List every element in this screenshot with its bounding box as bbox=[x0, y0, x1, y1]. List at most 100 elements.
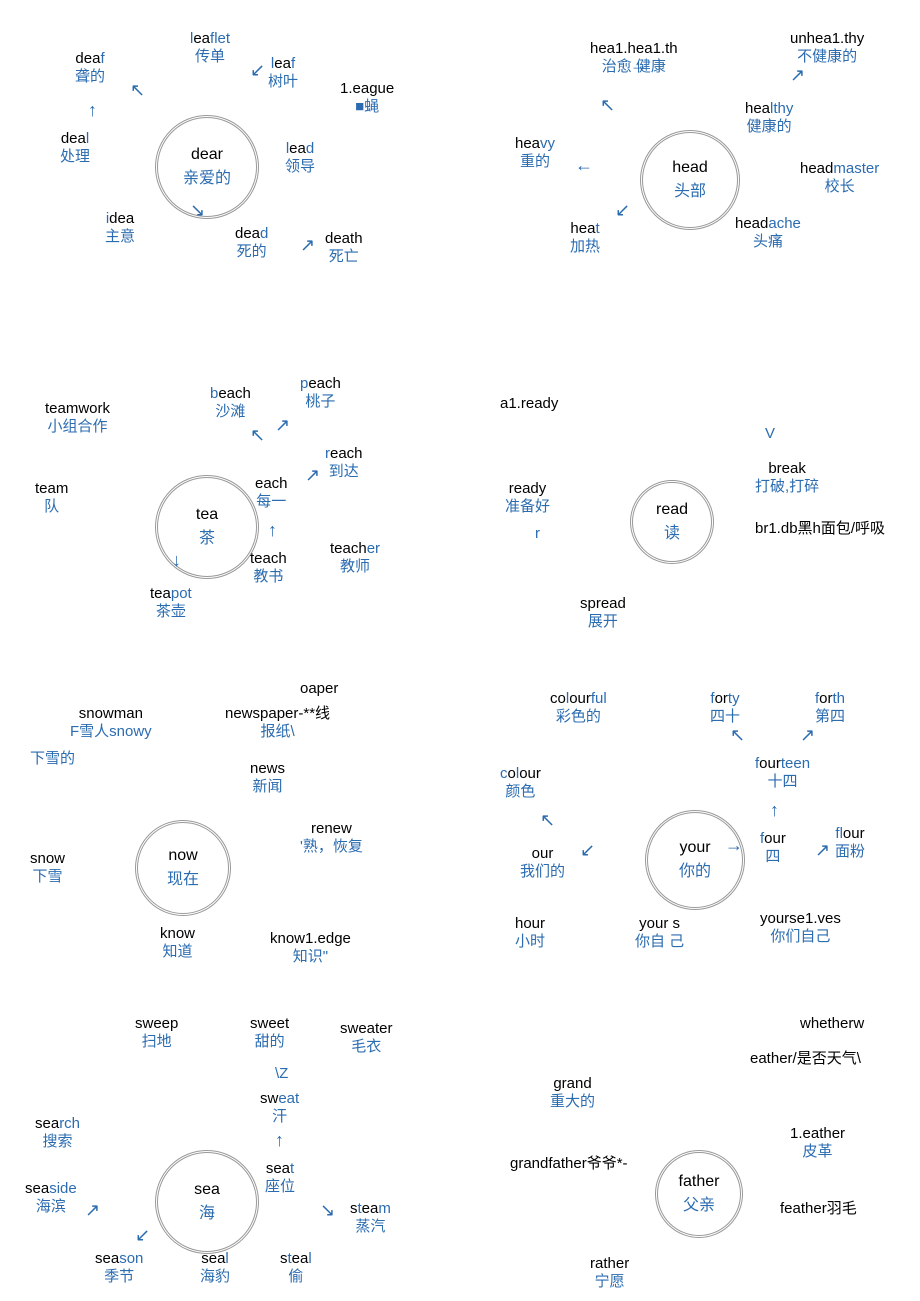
center-en: read bbox=[656, 501, 688, 519]
word-en: reach bbox=[325, 445, 363, 463]
word-zh: 彩色的 bbox=[550, 708, 607, 726]
word-node: spread展开 bbox=[580, 595, 626, 631]
word-en: snowman bbox=[70, 705, 152, 723]
word-node: heavy重的 bbox=[515, 135, 555, 171]
word-node: a1.ready bbox=[500, 395, 558, 413]
word-zh: 搜索 bbox=[35, 1133, 80, 1151]
word-en: 1.eague bbox=[340, 80, 394, 98]
word-zh: 下雪 bbox=[30, 868, 65, 886]
arrow: ↖ bbox=[250, 425, 265, 446]
word-en: news bbox=[250, 760, 285, 778]
word-zh: 海滨 bbox=[25, 1198, 77, 1216]
word-node: teacher教师 bbox=[330, 540, 380, 576]
word-zh: 传单 bbox=[190, 48, 230, 66]
word-node: beach沙滩 bbox=[210, 385, 251, 421]
word-en: snow bbox=[30, 850, 65, 868]
word-en: seat bbox=[265, 1160, 295, 1178]
word-zh: 重大的 bbox=[550, 1093, 595, 1111]
arrow: ↙ bbox=[250, 60, 265, 81]
word-en: hea1.hea1.th bbox=[590, 40, 678, 58]
word-en: season bbox=[95, 1250, 143, 1268]
word-en: death bbox=[325, 230, 363, 248]
center-tea: tea茶 bbox=[155, 475, 259, 579]
word-en: br1.db黑h面包/呼吸 bbox=[755, 520, 885, 538]
word-node: hour小时 bbox=[515, 915, 545, 951]
word-zh: r bbox=[535, 525, 540, 543]
word-en: teacher bbox=[330, 540, 380, 558]
word-node: sweat汗 bbox=[260, 1090, 299, 1126]
arrow: ↗ bbox=[85, 1200, 100, 1221]
arrow: ↑ bbox=[268, 520, 277, 541]
word-node: each每一 bbox=[255, 475, 288, 511]
word-node: V bbox=[765, 425, 775, 443]
word-node: r bbox=[535, 525, 540, 543]
word-node: seal海豹 bbox=[200, 1250, 230, 1286]
word-node: leaf树叶 bbox=[268, 55, 298, 91]
word-en: search bbox=[35, 1115, 80, 1133]
word-node: know知道 bbox=[160, 925, 195, 961]
panel-tea: tea茶 teamwork小组合作 team队 beach沙滩 peach桃子 reach… bbox=[0, 325, 460, 650]
word-node: teamwork小组合作 bbox=[45, 400, 110, 436]
panel-your: your你的colourful彩色的forty四十forth第四fourteen… bbox=[460, 650, 920, 975]
word-zh: 偷 bbox=[280, 1268, 312, 1286]
word-node: news新闻 bbox=[250, 760, 285, 796]
arrow: ← bbox=[575, 155, 593, 176]
word-node: search搜索 bbox=[35, 1115, 80, 1151]
word-en: peach bbox=[300, 375, 341, 393]
word-zh: 汗 bbox=[260, 1108, 299, 1126]
word-node: yourse1.ves你们自己 bbox=[760, 910, 841, 946]
word-node: season季节 bbox=[95, 1250, 143, 1286]
panel-now: now现在snowmanF雪人snowy下雪的oapernewspaper-**… bbox=[0, 650, 460, 975]
word-node: reach到达 bbox=[325, 445, 363, 481]
word-en: team bbox=[35, 480, 68, 498]
word-en: dead bbox=[235, 225, 268, 243]
arrow: ↑ bbox=[770, 800, 779, 821]
arrow: ↖ bbox=[600, 95, 615, 116]
arrow: ↙ bbox=[580, 840, 595, 861]
word-zh: 十四 bbox=[755, 773, 810, 791]
word-zh: '熟，恢复 bbox=[300, 838, 363, 856]
word-node: sweet甜的 bbox=[250, 1015, 289, 1051]
word-zh: 你们自己 bbox=[760, 928, 841, 946]
word-en: our bbox=[520, 845, 565, 863]
word-en: headmaster bbox=[800, 160, 879, 178]
word-node: 1.eague■蝇 bbox=[340, 80, 394, 116]
word-zh: 宁愿 bbox=[590, 1273, 629, 1291]
word-en: newspaper-**线 bbox=[225, 705, 330, 723]
word-zh: 展开 bbox=[580, 613, 626, 631]
word-zh: 海豹 bbox=[200, 1268, 230, 1286]
word-en: a1.ready bbox=[500, 395, 558, 413]
word-zh: 座位 bbox=[265, 1178, 295, 1196]
word-node: lead领导 bbox=[285, 140, 315, 176]
word-zh: 领导 bbox=[285, 158, 315, 176]
word-node: hea1.hea1.th治愈 健康 bbox=[590, 40, 678, 76]
word-en: beach bbox=[210, 385, 251, 403]
word-zh: 颜色 bbox=[500, 783, 541, 801]
word-en: forth bbox=[815, 690, 845, 708]
word-en: eather/是否天气\ bbox=[750, 1050, 861, 1068]
arrow: ↗ bbox=[815, 840, 830, 861]
word-en: four bbox=[760, 830, 786, 848]
word-node: br1.db黑h面包/呼吸 bbox=[755, 520, 885, 538]
word-zh: 小组合作 bbox=[45, 418, 110, 436]
center-zh: 现在 bbox=[167, 865, 199, 889]
word-en: hour bbox=[515, 915, 545, 933]
word-zh: 第四 bbox=[815, 708, 845, 726]
arrow: ↗ bbox=[790, 65, 805, 86]
center-zh: 你的 bbox=[679, 857, 711, 881]
center-sea: sea海 bbox=[155, 1150, 259, 1254]
word-node: team队 bbox=[35, 480, 68, 516]
word-node: headache头痛 bbox=[735, 215, 801, 251]
word-node: grandfather爷爷*- bbox=[510, 1155, 628, 1173]
arrow: ↖ bbox=[540, 810, 555, 831]
word-en: deal bbox=[60, 130, 90, 148]
word-zh: 甜的 bbox=[250, 1033, 289, 1051]
word-node: leaflet传单 bbox=[190, 30, 230, 66]
word-zh: 季节 bbox=[95, 1268, 143, 1286]
word-en: steal bbox=[280, 1250, 312, 1268]
word-zh: 知识" bbox=[270, 948, 351, 966]
arrow: ↙ bbox=[615, 200, 630, 221]
word-node: peach桃子 bbox=[300, 375, 341, 411]
center-read: read读 bbox=[630, 480, 714, 564]
word-node: flour面粉 bbox=[835, 825, 865, 861]
